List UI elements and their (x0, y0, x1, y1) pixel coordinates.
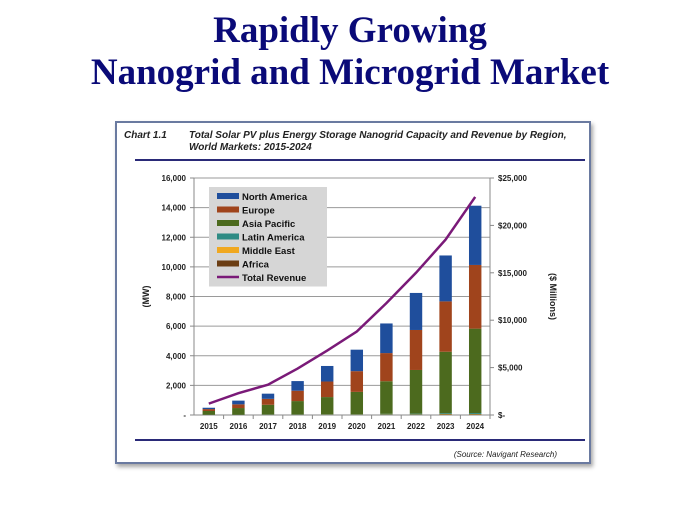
bar-segment-latin-america (468, 413, 482, 415)
bar-segment-north-america (232, 400, 245, 405)
y2-tick-label: $10,000 (498, 316, 527, 325)
bar-segment-north-america (350, 349, 364, 372)
bar-segment-north-america (261, 393, 275, 399)
legend-swatch-africa (217, 260, 239, 267)
bar-segment-europe (291, 390, 304, 402)
legend-label: Africa (242, 260, 270, 271)
x-tick-label: 2015 (200, 422, 218, 431)
chart-title: Total Solar PV plus Energy Storage Nanog… (189, 130, 567, 153)
bar-segment-asia-pacific (320, 397, 334, 415)
x-tick-label: 2016 (230, 422, 248, 431)
y-axis-label: (MW) (141, 286, 151, 308)
bar-segment-north-america (291, 381, 304, 391)
bar-segment-north-america (380, 323, 393, 354)
x-tick-label: 2021 (378, 422, 396, 431)
y-tick-label: 16,000 (162, 174, 187, 183)
x-tick-label: 2024 (466, 422, 484, 431)
bar-segment-asia-pacific (202, 411, 216, 415)
y2-tick-label: $20,000 (498, 221, 527, 230)
legend-swatch-north-america (217, 193, 239, 199)
bar-segment-latin-america (439, 413, 452, 415)
bar-segment-europe (261, 398, 275, 405)
bar-segment-europe (468, 264, 482, 329)
chart-number-label: Chart 1.1 (124, 130, 167, 141)
bar-segment-europe (409, 329, 423, 370)
header-divider (135, 159, 585, 161)
y-tick-label: 10,000 (162, 263, 187, 272)
chart-frame: Chart 1.1 Total Solar PV plus Energy Sto… (115, 121, 591, 464)
bar-segment-north-america (439, 255, 452, 302)
bar-segment-asia-pacific (350, 391, 364, 415)
x-tick-label: 2023 (437, 422, 455, 431)
x-tick-label: 2017 (259, 422, 277, 431)
chart-plot: - 2,000 4,000 6,000 8,000 10,000 12,000 14,000 1… (141, 174, 558, 431)
x-tick-label: 2018 (289, 422, 307, 431)
y-tick-label: 6,000 (166, 322, 187, 331)
bar-segment-north-america (320, 365, 334, 382)
legend-swatch-latin-america (217, 233, 239, 240)
bar-segment-asia-pacific (380, 381, 393, 414)
legend-label: Latin America (242, 233, 305, 244)
slide-title-line1: Rapidly Growing (213, 10, 487, 51)
bar-segment-europe (350, 371, 364, 392)
y2-tick-label: $5,000 (498, 364, 523, 373)
bar-segment-europe (232, 404, 245, 409)
bar-segment-europe (320, 381, 334, 398)
bar-segment-latin-america (380, 413, 393, 415)
y-tick-label: 4,000 (166, 352, 187, 361)
y-tick-label: 14,000 (162, 204, 187, 213)
y2-tick-label: $15,000 (498, 269, 527, 278)
legend-label: Total Revenue (242, 273, 306, 284)
y2-tick-label: $- (498, 411, 505, 420)
footer-divider (135, 439, 585, 441)
bar-segment-asia-pacific (232, 408, 245, 415)
legend-label: North America (242, 192, 308, 203)
y2-axis-label: ($ Millions) (548, 273, 558, 320)
bar-segment-europe (380, 353, 393, 382)
bar-segment-asia-pacific (468, 328, 482, 414)
y-tick-label: 8,000 (166, 293, 187, 302)
bar-segment-latin-america (409, 413, 423, 415)
slide-title-line2: Nanogrid and Microgrid Market (90, 52, 610, 93)
bar-segment-europe (439, 301, 452, 352)
legend-label: Asia Pacific (242, 219, 295, 230)
y2-tick-label: $25,000 (498, 174, 527, 183)
source-note: (Source: Navigant Research) (453, 450, 557, 459)
total-revenue-line (208, 196, 477, 405)
bar-segment-north-america (468, 205, 482, 265)
legend-label: Europe (242, 206, 275, 217)
bar-segment-asia-pacific (291, 401, 304, 415)
legend-swatch-middle-east (217, 247, 239, 253)
bar-segment-north-america (409, 292, 423, 330)
legend-swatch-asia-pacific (217, 220, 239, 226)
bar-segment-north-america (202, 407, 216, 410)
y-tick-label: 2,000 (166, 381, 187, 390)
x-tick-label: 2022 (407, 422, 425, 431)
x-tick-label: 2020 (348, 422, 366, 431)
bar-segment-asia-pacific (409, 369, 423, 414)
y-tick-label: - (183, 411, 186, 420)
legend-label: Middle East (242, 246, 296, 257)
y-tick-label: 12,000 (162, 233, 187, 242)
x-tick-label: 2019 (318, 422, 336, 431)
bar-segment-asia-pacific (439, 351, 452, 414)
bar-segment-asia-pacific (261, 404, 275, 415)
bar-segment-europe (202, 409, 216, 412)
legend-swatch-europe (217, 206, 239, 213)
slide-title: Rapidly Growing Nanogrid and Microgrid M… (0, 10, 700, 94)
